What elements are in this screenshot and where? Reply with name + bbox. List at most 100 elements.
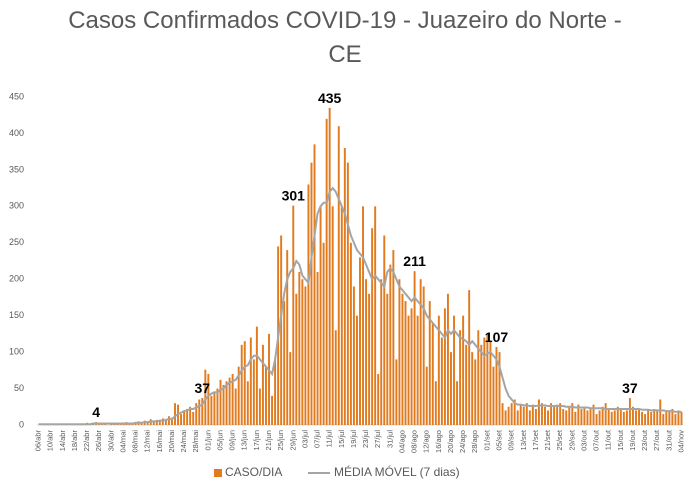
bar — [519, 404, 522, 425]
x-tick-label: 26/abr — [94, 430, 103, 452]
bar — [180, 414, 183, 425]
bar — [498, 352, 501, 425]
x-tick-label: 04/ago — [397, 430, 406, 453]
bar — [286, 250, 289, 425]
bar — [310, 162, 313, 425]
bar — [298, 271, 301, 425]
bar — [504, 410, 507, 425]
bar — [340, 206, 343, 425]
x-tick-label: 15/jul — [337, 430, 346, 448]
bar — [395, 359, 398, 425]
bar — [680, 411, 683, 425]
bar — [334, 330, 337, 425]
bar — [531, 404, 534, 425]
bar — [668, 410, 671, 425]
bar — [225, 381, 228, 425]
bar — [547, 410, 550, 425]
bar — [459, 330, 462, 425]
x-tick-label: 29/set — [567, 429, 576, 450]
bar — [368, 293, 371, 425]
bar — [301, 279, 304, 425]
bar — [101, 424, 104, 425]
x-tick-label: 03/out — [579, 429, 588, 451]
bar — [183, 410, 186, 425]
bar — [280, 235, 283, 425]
bar — [386, 293, 389, 425]
chart-title: Casos Confirmados COVID-19 - Juazeiro do… — [68, 7, 622, 68]
x-tick-label: 08/ago — [410, 430, 419, 453]
bar — [437, 315, 440, 425]
bar — [410, 308, 413, 425]
x-tick-label: 10/abr — [46, 430, 55, 452]
bar — [422, 286, 425, 425]
x-tick-label: 23/jul — [361, 430, 370, 448]
legend-swatch — [214, 469, 222, 477]
bar — [265, 366, 267, 425]
x-tick-label: 17/set — [531, 429, 540, 450]
bar — [559, 403, 562, 425]
x-tick-label: 31/out — [664, 429, 673, 451]
x-tick-label: 22/abr — [82, 430, 91, 452]
bar — [656, 410, 659, 425]
bar — [595, 414, 598, 425]
bar — [210, 395, 213, 425]
bar — [659, 399, 662, 425]
x-tick-label: 29/jun — [288, 430, 297, 450]
bar — [398, 279, 401, 425]
x-tick-label: 17/jun — [252, 430, 261, 450]
bar — [616, 406, 619, 425]
x-tick-label: 21/set — [543, 429, 552, 450]
bar — [158, 420, 161, 425]
x-tick-label: 27/out — [652, 429, 661, 451]
bar — [568, 406, 571, 425]
bar — [319, 206, 322, 425]
bar — [268, 333, 270, 425]
bar — [456, 381, 459, 425]
x-tick-label: 04/mai — [118, 430, 127, 453]
bar — [167, 416, 170, 425]
bar — [562, 408, 565, 425]
x-tick-label: 20/mai — [167, 430, 176, 453]
bar — [231, 373, 234, 425]
data-label: 107 — [485, 329, 509, 345]
bar — [274, 359, 277, 425]
x-tick-label: 04/nov — [676, 430, 685, 453]
bar — [468, 290, 471, 425]
bar — [234, 388, 237, 425]
x-tick-label: 16/mai — [155, 430, 164, 453]
bar — [164, 419, 167, 425]
bar — [331, 206, 334, 425]
bar — [337, 126, 340, 426]
x-tick-label: 14/abr — [58, 430, 67, 452]
x-tick-label: 23/out — [640, 429, 649, 451]
bar — [483, 337, 486, 425]
x-tick-label: 24/mai — [179, 430, 188, 453]
bar — [401, 293, 404, 425]
bar — [307, 184, 310, 425]
bar — [553, 406, 556, 425]
bar — [352, 286, 355, 425]
x-tick-label: 15/out — [616, 429, 625, 451]
bar — [638, 408, 640, 425]
bar — [501, 403, 504, 425]
y-tick-label: 150 — [9, 310, 24, 320]
bar — [592, 404, 595, 425]
bar — [213, 392, 216, 425]
bar — [207, 373, 210, 425]
bar — [619, 408, 622, 425]
bar — [240, 344, 243, 425]
bar — [243, 341, 246, 425]
bar — [392, 250, 395, 425]
x-tick-label: 21/jun — [264, 430, 273, 450]
data-label: 37 — [195, 380, 211, 396]
x-tick-label: 30/abr — [106, 430, 115, 452]
bar — [462, 315, 465, 425]
legend-label: CASO/DIA — [225, 465, 282, 479]
x-tick-label: 19/jul — [349, 430, 358, 448]
x-tick-label: 20/ago — [446, 430, 455, 453]
x-tick-label: 07/out — [592, 429, 601, 451]
bar — [580, 408, 583, 425]
bar — [653, 408, 656, 425]
moving-average-line — [38, 186, 682, 426]
